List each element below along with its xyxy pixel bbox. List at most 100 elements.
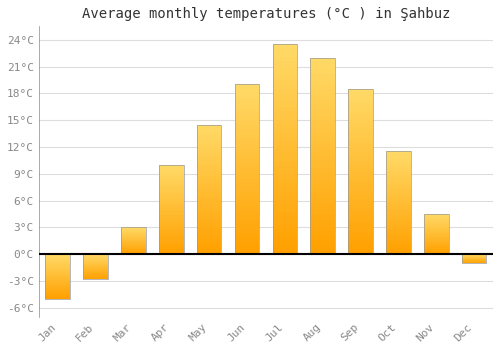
- Bar: [348, 142, 373, 145]
- Bar: [348, 185, 373, 188]
- Bar: [348, 205, 373, 208]
- Bar: [348, 122, 373, 125]
- Bar: [234, 224, 260, 227]
- Bar: [46, 263, 70, 264]
- Bar: [386, 223, 410, 225]
- Bar: [272, 153, 297, 158]
- Bar: [234, 159, 260, 162]
- Bar: [234, 142, 260, 146]
- Bar: [84, 269, 108, 270]
- Bar: [197, 187, 222, 189]
- Bar: [234, 251, 260, 254]
- Bar: [386, 152, 410, 254]
- Bar: [424, 222, 448, 223]
- Bar: [234, 128, 260, 132]
- Bar: [386, 225, 410, 228]
- Bar: [310, 207, 335, 211]
- Bar: [159, 251, 184, 252]
- Bar: [84, 264, 108, 265]
- Bar: [272, 78, 297, 82]
- Bar: [84, 276, 108, 277]
- Bar: [424, 250, 448, 251]
- Bar: [197, 223, 222, 226]
- Bar: [84, 278, 108, 279]
- Bar: [121, 233, 146, 234]
- Bar: [348, 148, 373, 152]
- Bar: [386, 215, 410, 217]
- Bar: [234, 105, 260, 108]
- Bar: [234, 196, 260, 200]
- Bar: [197, 140, 222, 143]
- Bar: [272, 204, 297, 208]
- Bar: [234, 183, 260, 186]
- Bar: [310, 180, 335, 183]
- Bar: [46, 273, 70, 274]
- Bar: [424, 234, 448, 235]
- Bar: [84, 259, 108, 260]
- Bar: [159, 179, 184, 181]
- Bar: [159, 202, 184, 204]
- Bar: [424, 238, 448, 239]
- Bar: [386, 176, 410, 178]
- Bar: [234, 162, 260, 166]
- Bar: [234, 146, 260, 149]
- Bar: [197, 205, 222, 208]
- Bar: [272, 199, 297, 204]
- Bar: [272, 212, 297, 216]
- Bar: [462, 254, 486, 263]
- Bar: [310, 140, 335, 144]
- Bar: [348, 224, 373, 228]
- Bar: [348, 168, 373, 172]
- Bar: [272, 225, 297, 229]
- Bar: [159, 210, 184, 211]
- Bar: [424, 247, 448, 248]
- Bar: [424, 236, 448, 237]
- Bar: [272, 107, 297, 111]
- Bar: [348, 215, 373, 218]
- Bar: [386, 162, 410, 164]
- Bar: [121, 246, 146, 247]
- Bar: [84, 275, 108, 276]
- Bar: [197, 179, 222, 182]
- Bar: [159, 218, 184, 220]
- Bar: [272, 94, 297, 99]
- Bar: [348, 145, 373, 148]
- Bar: [386, 201, 410, 203]
- Bar: [197, 244, 222, 246]
- Bar: [159, 172, 184, 174]
- Bar: [159, 195, 184, 197]
- Bar: [197, 176, 222, 179]
- Bar: [424, 232, 448, 233]
- Bar: [159, 234, 184, 236]
- Bar: [348, 112, 373, 115]
- Bar: [272, 69, 297, 73]
- Bar: [386, 252, 410, 254]
- Bar: [46, 254, 70, 299]
- Bar: [310, 172, 335, 176]
- Bar: [348, 92, 373, 96]
- Bar: [234, 220, 260, 224]
- Bar: [310, 168, 335, 172]
- Bar: [84, 258, 108, 259]
- Bar: [234, 108, 260, 112]
- Bar: [234, 214, 260, 217]
- Bar: [310, 219, 335, 223]
- Bar: [234, 206, 260, 210]
- Bar: [386, 230, 410, 232]
- Bar: [234, 166, 260, 169]
- Bar: [46, 295, 70, 296]
- Bar: [386, 211, 410, 213]
- Bar: [46, 282, 70, 283]
- Bar: [197, 145, 222, 148]
- Bar: [121, 241, 146, 242]
- Bar: [46, 268, 70, 270]
- Bar: [234, 135, 260, 139]
- Bar: [272, 128, 297, 132]
- Bar: [310, 195, 335, 199]
- Bar: [46, 255, 70, 256]
- Bar: [386, 182, 410, 184]
- Bar: [46, 285, 70, 286]
- Bar: [46, 259, 70, 260]
- Bar: [159, 213, 184, 215]
- Bar: [348, 105, 373, 109]
